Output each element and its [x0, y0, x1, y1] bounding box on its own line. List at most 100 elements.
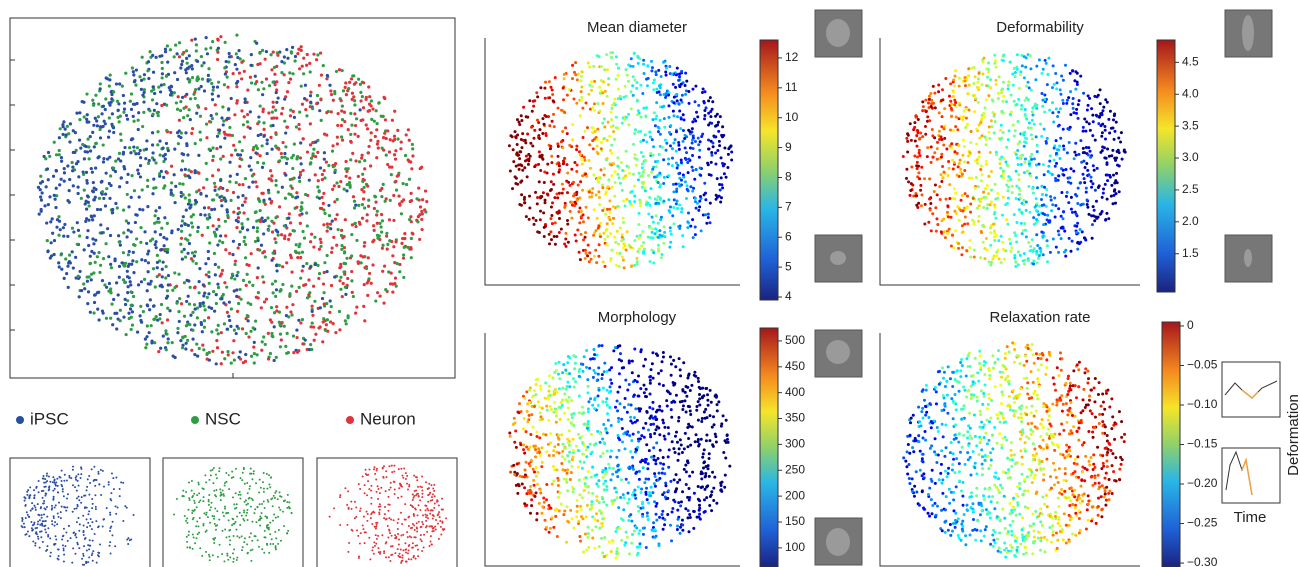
texture-dot	[319, 238, 322, 241]
texture-dot	[309, 161, 312, 164]
texture-dot	[267, 191, 270, 194]
texture-dot	[161, 76, 164, 79]
texture-dot	[411, 143, 414, 146]
texture-dot	[239, 529, 241, 531]
texture-dot	[137, 128, 140, 131]
texture-dot	[249, 64, 252, 67]
texture-dot	[76, 490, 78, 492]
texture-dot	[241, 492, 243, 494]
texture-dot	[351, 508, 353, 510]
texture-dot	[321, 340, 324, 343]
texture-dot	[28, 516, 30, 518]
texture-dot	[428, 483, 430, 485]
texture-dot	[377, 485, 379, 487]
texture-dot	[362, 190, 365, 193]
texture-dot	[402, 534, 404, 536]
texture-dot	[583, 159, 586, 162]
texture-dot	[67, 543, 69, 545]
texture-dot	[156, 143, 159, 146]
texture-dot	[274, 529, 276, 531]
texture-dot	[393, 519, 395, 521]
texture-dot	[549, 217, 552, 220]
texture-dot	[173, 148, 176, 151]
texture-dot	[420, 532, 422, 534]
texture-dot	[292, 351, 295, 354]
axes	[880, 38, 1140, 285]
texture-dot	[328, 214, 331, 217]
texture-dot	[251, 174, 254, 177]
texture-dot	[657, 130, 660, 133]
texture-dot	[76, 186, 79, 189]
texture-dot	[526, 133, 529, 136]
texture-dot	[247, 335, 250, 338]
texture-dot	[33, 502, 35, 504]
texture-dot	[89, 149, 92, 152]
texture-dot	[48, 155, 51, 158]
texture-dot	[385, 541, 387, 543]
texture-dot	[253, 489, 255, 491]
texture-dot	[188, 108, 191, 111]
texture-dot	[224, 482, 226, 484]
texture-dot	[277, 96, 280, 99]
texture-dot	[108, 484, 110, 486]
texture-dot	[275, 545, 277, 547]
texture-dot	[691, 169, 694, 172]
texture-dot	[277, 543, 279, 545]
texture-dot	[238, 288, 241, 291]
texture-dot	[350, 501, 352, 503]
texture-dot	[196, 506, 198, 508]
texture-dot	[235, 492, 237, 494]
texture-dot	[262, 128, 265, 131]
texture-dot	[99, 514, 101, 516]
texture-dot	[344, 81, 347, 84]
texture-dot	[226, 311, 229, 314]
texture-dot	[699, 174, 702, 177]
texture-dot	[241, 487, 243, 489]
texture-dot	[103, 516, 105, 518]
texture-dot	[184, 196, 187, 199]
texture-dot	[181, 53, 184, 56]
texture-dot	[203, 292, 206, 295]
texture-dot	[211, 494, 213, 496]
texture-dot	[298, 180, 301, 183]
texture-dot	[113, 488, 115, 490]
texture-dot	[74, 553, 76, 555]
texture-dot	[352, 503, 354, 505]
texture-dot	[274, 179, 277, 182]
texture-dot	[354, 479, 356, 481]
texture-dot	[238, 537, 240, 539]
texture-dot	[402, 253, 405, 256]
texture-dot	[357, 535, 359, 537]
texture-dot	[241, 204, 244, 207]
texture-dot	[27, 530, 29, 532]
texture-dot	[428, 493, 430, 495]
texture-dot	[209, 120, 212, 123]
texture-dot	[252, 326, 255, 329]
texture-dot	[378, 551, 380, 553]
texture-dot	[91, 493, 93, 495]
texture-dot	[89, 311, 92, 314]
texture-dot	[206, 555, 208, 557]
texture-dot	[137, 283, 140, 286]
texture-dot	[87, 478, 89, 480]
texture-dot	[267, 229, 270, 232]
texture-dot	[132, 511, 134, 513]
panel-title: Mean diameter	[587, 19, 687, 36]
texture-dot	[270, 476, 272, 478]
texture-dot	[220, 331, 223, 334]
texture-dot	[369, 558, 371, 560]
texture-dot	[167, 274, 170, 277]
texture-dot	[215, 147, 218, 150]
texture-dot	[351, 92, 354, 95]
texture-dot	[374, 473, 376, 475]
texture-dot	[181, 258, 184, 261]
texture-dot	[352, 295, 355, 298]
texture-dot	[597, 152, 600, 155]
texture-dot	[261, 340, 264, 343]
texture-dot	[298, 243, 301, 246]
texture-dot	[274, 295, 277, 298]
texture-dot	[111, 323, 114, 326]
texture-dot	[114, 202, 117, 205]
texture-dot	[432, 514, 434, 516]
texture-dot	[154, 161, 157, 164]
